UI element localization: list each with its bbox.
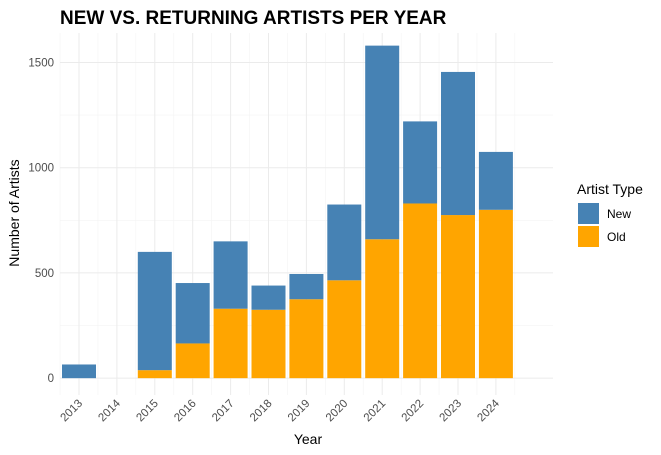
bar-old-2016 [175, 343, 210, 379]
y-tick-label: 1000 [28, 163, 54, 175]
bar-new-2013 [62, 364, 96, 379]
bar-new-2022 [403, 121, 438, 204]
bar-old-2017 [213, 308, 248, 379]
bar-new-2020 [327, 204, 362, 281]
bar-old-2018 [251, 309, 286, 379]
bar-new-2024 [478, 151, 513, 210]
legend-swatch-old [578, 226, 599, 247]
legend-swatch-new [578, 203, 599, 224]
y-tick-label: 1500 [28, 57, 54, 69]
bar-new-2021 [365, 45, 400, 240]
legend-title: Artist Type [577, 181, 643, 197]
bars [62, 45, 513, 379]
y-tick-label: 0 [48, 373, 54, 385]
x-tick-label: 2014 [96, 397, 123, 424]
bar-old-2022 [403, 203, 438, 379]
y-tick-label: 500 [35, 268, 54, 280]
bar-new-2015 [137, 251, 172, 371]
chart-title: NEW VS. RETURNING ARTISTS PER YEAR [60, 8, 447, 29]
bar-new-2018 [251, 285, 286, 310]
x-tick-label: 2016 [172, 398, 199, 425]
x-tick-label: 2021 [362, 398, 389, 425]
x-tick-label: 2020 [324, 398, 351, 425]
y-axis-ticks: 0 500 1000 1500 [28, 57, 54, 385]
x-tick-label: 2015 [134, 398, 161, 425]
x-tick-label: 2023 [438, 398, 465, 425]
x-tick-label: 2018 [248, 398, 275, 425]
bar-new-2023 [441, 71, 475, 216]
legend: Artist Type New Old [577, 181, 643, 247]
x-tick-label: 2013 [59, 398, 86, 425]
bar-new-2016 [175, 283, 210, 344]
bar-old-2020 [327, 280, 362, 379]
legend-label-old: Old [607, 230, 626, 244]
bar-old-2015 [137, 370, 172, 379]
bar-old-2019 [289, 299, 324, 379]
bar-old-2023 [441, 215, 475, 379]
x-tick-label: 2017 [210, 398, 237, 425]
x-tick-label: 2019 [286, 398, 313, 425]
y-axis-title: Number of Artists [6, 159, 22, 266]
legend-label-new: New [607, 207, 631, 221]
x-tick-label: 2024 [475, 397, 502, 424]
x-tick-label: 2022 [400, 398, 427, 425]
bar-new-2019 [289, 273, 324, 300]
bar-old-2021 [365, 239, 400, 379]
bar-old-2024 [478, 209, 513, 379]
x-axis-ticks: 2013 2014 2015 2016 2017 2018 2019 2020 2021 2022… [59, 397, 503, 424]
bar-new-2017 [213, 241, 248, 309]
x-axis-title: Year [294, 431, 323, 447]
